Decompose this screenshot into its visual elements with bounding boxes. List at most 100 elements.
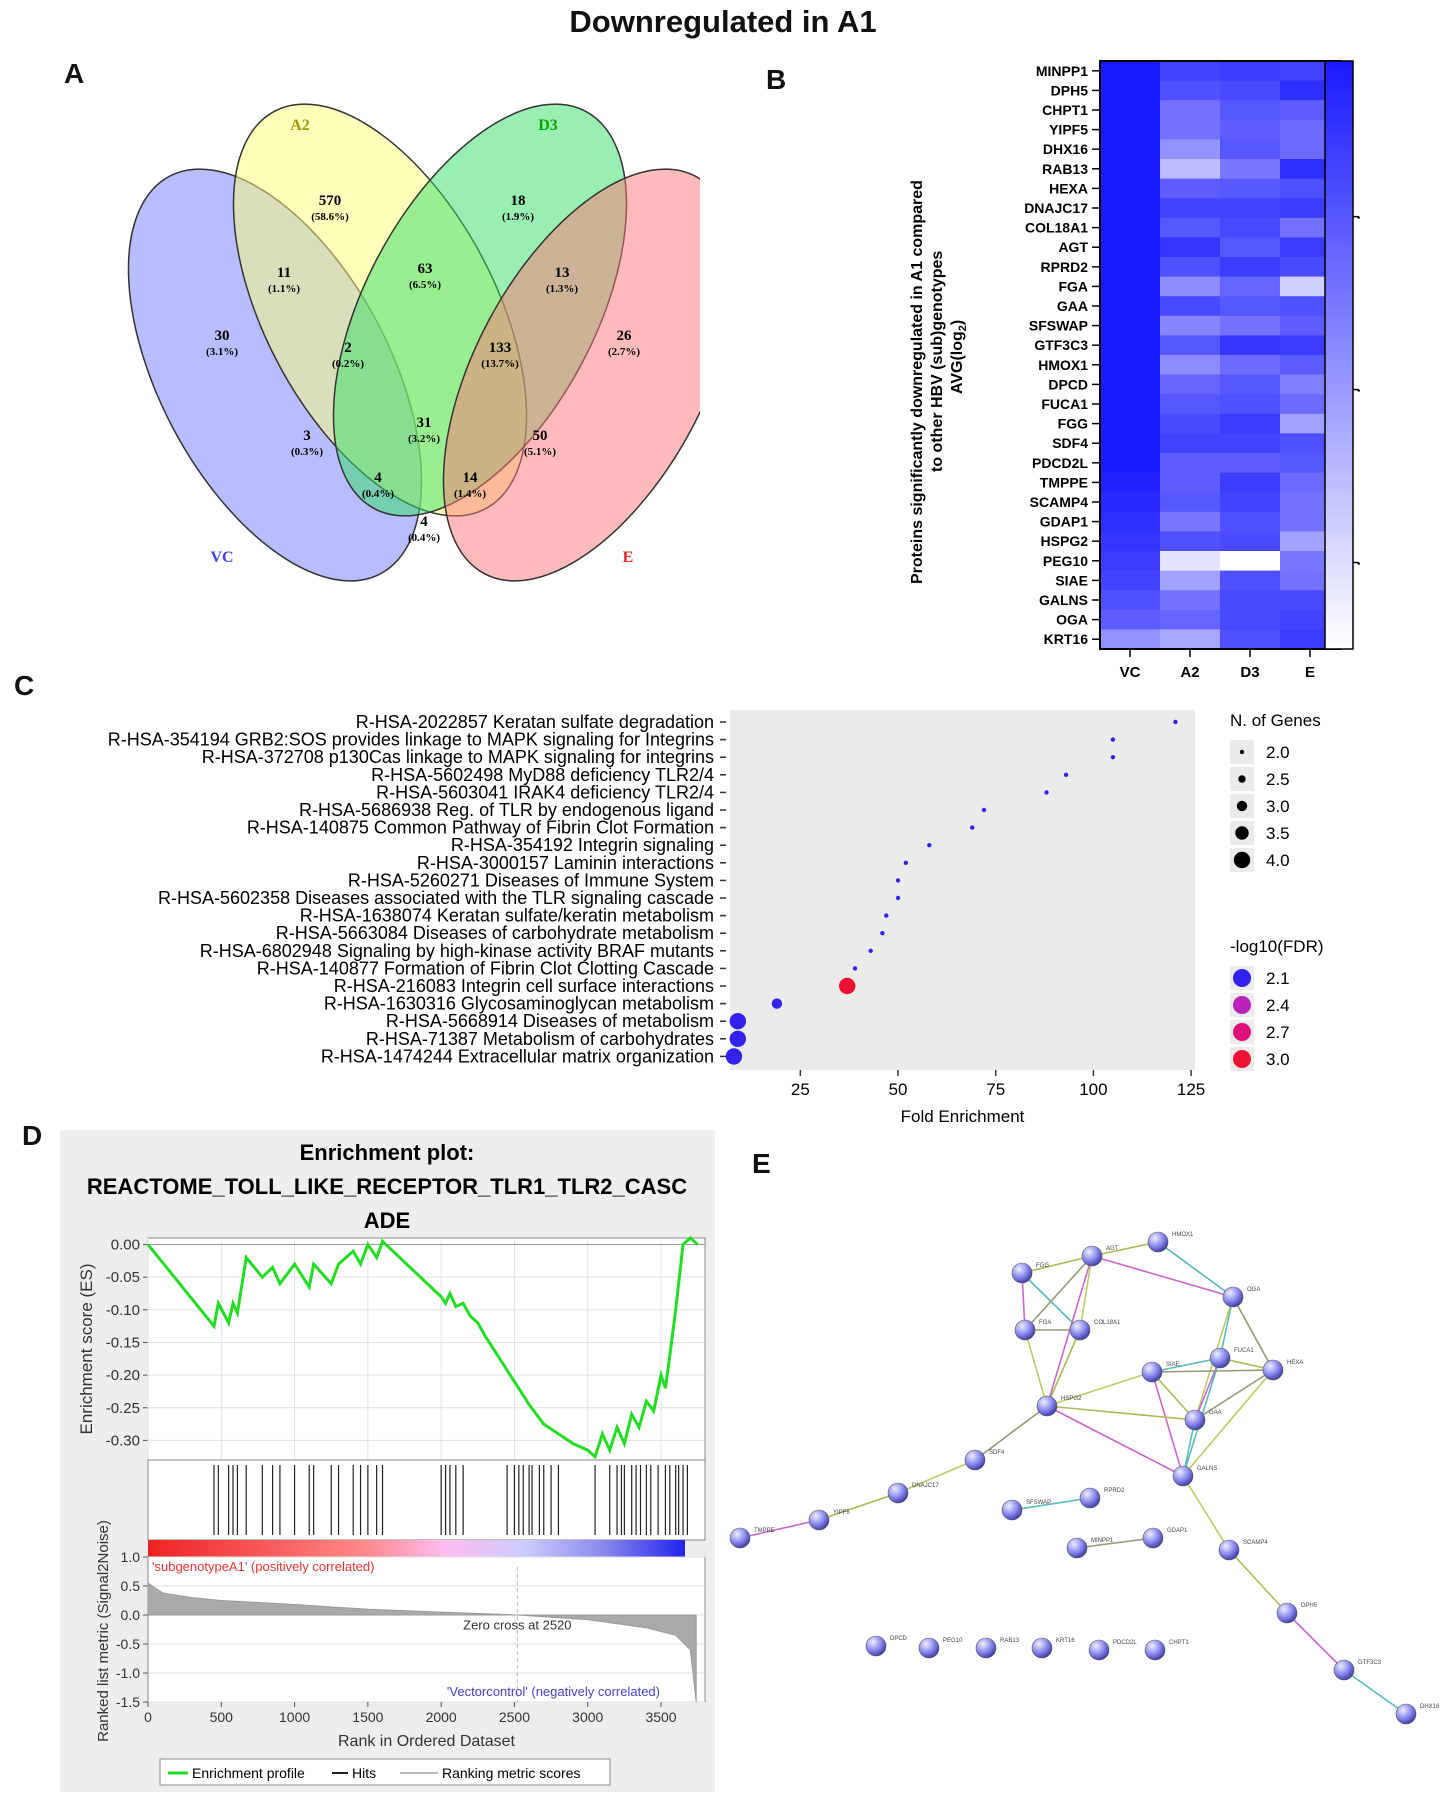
gsea-title-line: Enrichment plot: bbox=[300, 1140, 475, 1165]
network-node bbox=[1081, 1245, 1103, 1267]
network-node-label: CHPT1 bbox=[1169, 1640, 1189, 1646]
es-y-tick-label: -0.15 bbox=[106, 1334, 140, 1351]
network-edge bbox=[1286, 1612, 1345, 1671]
heatmap-cell bbox=[1220, 492, 1281, 513]
venn-count-a2_e: 50 bbox=[533, 428, 548, 444]
network-edge bbox=[1157, 1241, 1234, 1298]
heatmap-cell bbox=[1220, 315, 1281, 336]
heatmap-cell bbox=[1100, 80, 1161, 101]
heatmap-cell bbox=[1100, 433, 1161, 454]
pathway-term-label: R-HSA-1630316 Glycosaminoglycan metaboli… bbox=[324, 994, 714, 1014]
network-edge bbox=[974, 1405, 1048, 1461]
dotplot-xlabel: Fold Enrichment bbox=[901, 1107, 1025, 1126]
svg-text:AVG(log2): AVG(log2) bbox=[949, 320, 969, 394]
metric-y-tick-label: 1.0 bbox=[121, 1549, 141, 1565]
metric-y-tick-label: -0.5 bbox=[116, 1636, 140, 1652]
heatmap-cell bbox=[1100, 511, 1161, 532]
heatmap-cell bbox=[1220, 100, 1281, 121]
network-edge bbox=[1232, 1296, 1274, 1371]
heatmap-cell bbox=[1100, 355, 1161, 376]
pathway-term-label: R-HSA-372708 p130Cas linkage to MAPK sig… bbox=[202, 747, 714, 767]
pathway-term-label: R-HSA-5686938 Reg. of TLR by endogenous … bbox=[299, 800, 714, 820]
heatmap-row-label: SFSWAP bbox=[1029, 318, 1088, 334]
heatmap-cell bbox=[1160, 80, 1221, 101]
network-edge bbox=[1046, 1405, 1196, 1421]
network-node bbox=[1395, 1703, 1417, 1725]
venn-pct-vc_only: (3.1%) bbox=[206, 346, 238, 358]
venn-pct-a2_d3_e: (13.7%) bbox=[481, 358, 519, 370]
heatmap-row-label: KRT16 bbox=[1044, 631, 1089, 647]
metric-y-tick-label: -1.0 bbox=[116, 1665, 140, 1681]
network-node bbox=[1184, 1409, 1206, 1431]
heatmap-row-label: FGG bbox=[1058, 416, 1088, 432]
heatmap-cell bbox=[1160, 609, 1221, 630]
venn-count-a2_d3_e: 133 bbox=[489, 340, 512, 356]
venn-pct-all: (3.2%) bbox=[408, 433, 440, 445]
heatmap-row-label: DPCD bbox=[1048, 376, 1088, 392]
heatmap-cell bbox=[1160, 472, 1221, 493]
network-node bbox=[1069, 1319, 1091, 1341]
pathway-dot bbox=[1173, 719, 1178, 725]
network-node-label: PEG10 bbox=[943, 1638, 963, 1644]
pathway-term-label: R-HSA-140877 Formation of Fibrin Clot Cl… bbox=[257, 958, 714, 978]
venn-label-d3: D3 bbox=[538, 117, 558, 134]
pathway-term-label: R-HSA-354192 Integrin signaling bbox=[451, 835, 714, 855]
network-edge bbox=[1151, 1357, 1221, 1373]
heatmap-row-label: AGT bbox=[1058, 239, 1088, 255]
heatmap-cell bbox=[1160, 198, 1221, 219]
pathway-dot bbox=[981, 807, 987, 813]
network-node bbox=[1172, 1465, 1194, 1487]
gsea-xlabel: Rank in Ordered Dataset bbox=[338, 1733, 516, 1750]
network-node-label: YIPF5 bbox=[833, 1510, 850, 1516]
network-node bbox=[1209, 1347, 1231, 1369]
network-node bbox=[1031, 1637, 1053, 1659]
legend-metric-label: Ranking metric scores bbox=[442, 1765, 581, 1781]
venn-pct-vc_a2_e: (1.4%) bbox=[454, 488, 486, 500]
color-legend-label: 2.4 bbox=[1266, 996, 1290, 1015]
network-edge bbox=[739, 1519, 820, 1539]
size-legend-dot bbox=[1233, 851, 1251, 869]
gsea-legend-box bbox=[159, 1758, 611, 1786]
venn-count-vc_d3: 3 bbox=[303, 428, 311, 444]
pathway-dot bbox=[1110, 737, 1116, 742]
heatmap-cell bbox=[1100, 315, 1161, 336]
venn-pct-vc_d3: (0.3%) bbox=[291, 446, 323, 458]
network-edge bbox=[1219, 1296, 1234, 1359]
network-edge bbox=[1151, 1369, 1274, 1373]
network-node-label: MINPP1 bbox=[1091, 1538, 1114, 1544]
network-edge bbox=[1182, 1475, 1230, 1551]
network-edge bbox=[818, 1492, 899, 1521]
hits-panel bbox=[147, 1459, 706, 1541]
heatmap-cell bbox=[1100, 198, 1161, 219]
venn-pct-a2_d3: (6.5%) bbox=[409, 279, 441, 291]
pathway-dot bbox=[1063, 772, 1069, 777]
venn-pct-vc_a2_d3: (0.2%) bbox=[332, 358, 364, 370]
network-edge bbox=[1046, 1255, 1093, 1407]
heatmap-cell bbox=[1160, 453, 1221, 474]
pathway-dot bbox=[868, 948, 873, 953]
network-edge bbox=[1194, 1357, 1221, 1421]
heatmap-cell bbox=[1100, 551, 1161, 572]
pathway-term-label: R-HSA-1638074 Keratan sulfate/keratin me… bbox=[300, 906, 714, 926]
heatmap-row-label: HMOX1 bbox=[1038, 357, 1088, 373]
heatmap-cell bbox=[1100, 394, 1161, 415]
network-node bbox=[918, 1637, 940, 1659]
panel-letter-c: C bbox=[14, 670, 35, 701]
color-legend-dot bbox=[1233, 996, 1251, 1014]
network-edge bbox=[1024, 1329, 1048, 1407]
heatmap-ylabel: Proteins significantly downregulated in … bbox=[909, 180, 969, 584]
heatmap-row-label: GTF3C3 bbox=[1034, 337, 1088, 353]
network-node bbox=[975, 1637, 997, 1659]
size-legend-label: 4.0 bbox=[1266, 851, 1290, 870]
size-legend-dot bbox=[1239, 749, 1245, 755]
heatmap-row-label: YIPF5 bbox=[1049, 122, 1088, 138]
pathway-dot bbox=[895, 878, 901, 883]
heatmap-row-label: DHX16 bbox=[1043, 141, 1088, 157]
venn-count-vc_e: 4 bbox=[420, 514, 428, 530]
heatmap-row-label: FGA bbox=[1058, 278, 1088, 294]
metric-annotation-zero: Zero cross at 2520 bbox=[463, 1618, 571, 1633]
heatmap-cell bbox=[1160, 276, 1221, 297]
heatmap-cell bbox=[1160, 100, 1221, 121]
heatmap-cell bbox=[1160, 159, 1221, 180]
heatmap-cell bbox=[1100, 61, 1161, 82]
